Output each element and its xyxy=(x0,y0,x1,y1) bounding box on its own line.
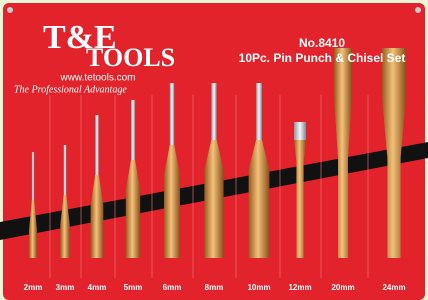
tool-tip xyxy=(95,115,99,179)
tool-tip xyxy=(211,83,216,144)
product-name: 10Pc. Pin Punch & Chisel Set xyxy=(239,51,406,65)
size-label: 6mm xyxy=(163,283,182,292)
grommet xyxy=(415,7,421,13)
product-photo: 2mm3mm4mm5mm6mm8mm10mm12mm20mm24mm T&E T… xyxy=(0,0,428,300)
tool-tip xyxy=(294,122,306,140)
size-label: 8mm xyxy=(205,283,224,292)
logo-url: www.tetools.com xyxy=(59,73,135,84)
tool-tip xyxy=(131,100,135,164)
product-number: No.8410 xyxy=(299,36,345,50)
logo-bottom: TOOLS xyxy=(86,43,175,72)
tool-body xyxy=(249,140,270,258)
size-label: 10mm xyxy=(247,283,270,292)
size-label: 4mm xyxy=(88,283,107,292)
logo-tagline: The Professional Advantage xyxy=(14,84,127,95)
size-label: 20mm xyxy=(331,283,354,292)
tool-body xyxy=(204,140,223,258)
grommet xyxy=(7,7,13,13)
size-label: 12mm xyxy=(288,283,311,292)
size-label: 2mm xyxy=(24,283,43,292)
size-label: 5mm xyxy=(124,283,143,292)
tool-tip xyxy=(170,83,175,149)
tool-tip xyxy=(256,83,262,144)
tool-tip xyxy=(32,152,34,204)
tool-tip xyxy=(64,145,67,199)
size-label: 24mm xyxy=(382,283,405,292)
size-label: 3mm xyxy=(56,283,75,292)
